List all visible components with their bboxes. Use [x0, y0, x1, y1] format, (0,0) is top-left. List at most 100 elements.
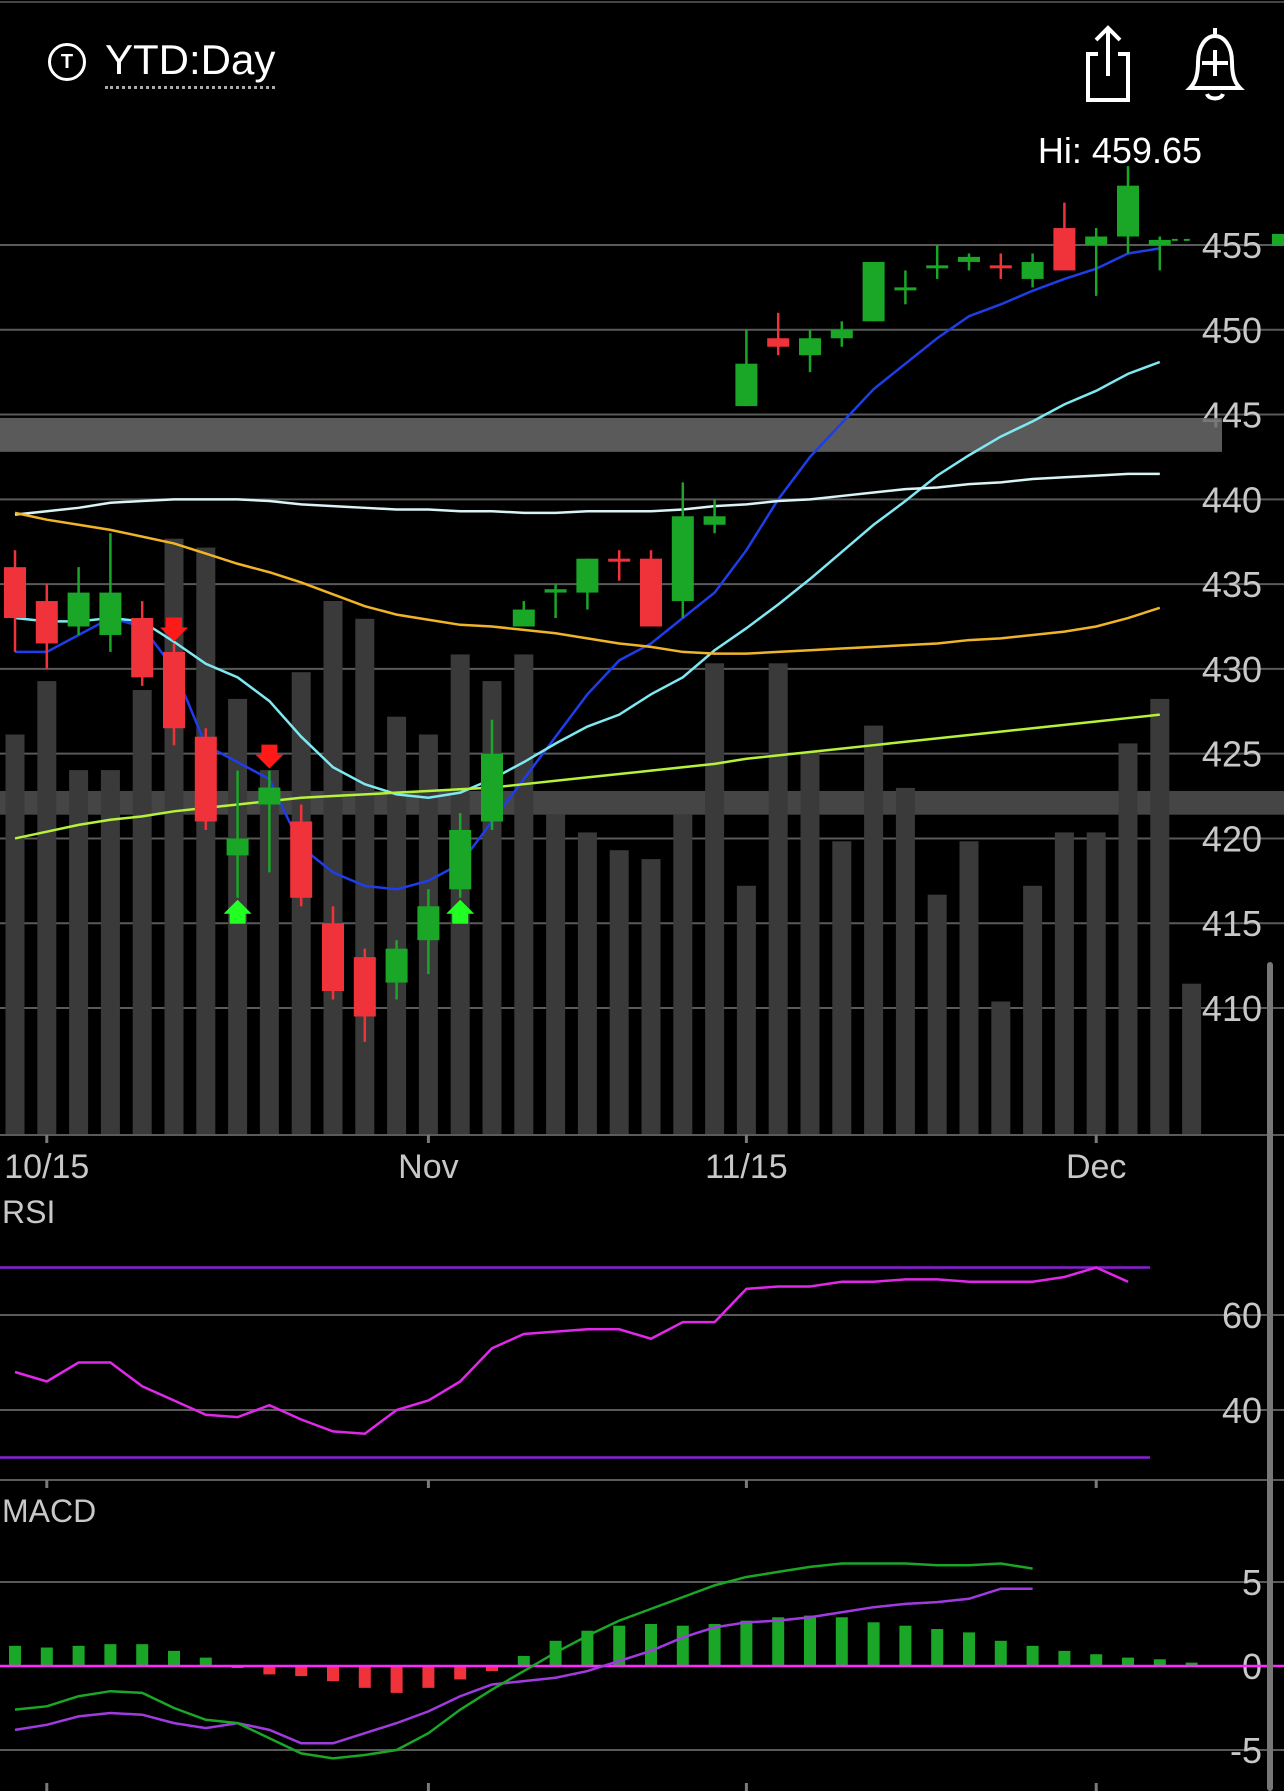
candle-body: [194, 736, 217, 822]
macd-histogram-bar: [1122, 1657, 1134, 1666]
candle: [926, 245, 949, 279]
share-icon[interactable]: [1078, 24, 1138, 104]
macd-histogram-bar: [708, 1624, 721, 1666]
candle: [131, 601, 154, 686]
volume-bar: [864, 725, 884, 1135]
candle-body: [958, 256, 980, 262]
candle-body: [608, 558, 631, 562]
candle: [703, 499, 726, 534]
x-tick-label: 10/15: [4, 1148, 89, 1186]
macd-histogram-bar: [645, 1624, 657, 1666]
y-tick-label: 410: [1202, 988, 1262, 1029]
candle: [1085, 228, 1108, 296]
volume-bar: [387, 716, 407, 1135]
macd-title: MACD: [2, 1493, 96, 1529]
candle-body: [353, 957, 376, 1017]
range-selector[interactable]: YTD:Day: [105, 36, 276, 89]
macd-histogram-bar: [168, 1650, 180, 1666]
candles: [4, 166, 1171, 1042]
macd-histogram-bar: [454, 1666, 467, 1680]
candle: [862, 261, 885, 322]
candle: [958, 253, 980, 271]
candle: [735, 329, 758, 407]
candle: [353, 948, 376, 1042]
candle: [194, 728, 217, 830]
candle-body: [989, 265, 1012, 269]
candle: [1148, 236, 1171, 271]
candle-body: [671, 516, 694, 602]
candle: [894, 270, 917, 305]
candle: [481, 719, 503, 830]
volume-bar: [323, 601, 343, 1135]
candle-body: [1148, 239, 1171, 245]
candle: [67, 567, 90, 635]
volume-bar: [832, 841, 852, 1135]
chart-header: T YTD:Day: [0, 0, 1284, 120]
volume-bar: [546, 814, 566, 1135]
macd-histogram-bar: [931, 1629, 944, 1666]
candle-body: [640, 558, 662, 627]
volume-bar: [927, 894, 947, 1135]
macd-histogram-bar: [327, 1666, 339, 1682]
macd-histogram-bar: [676, 1625, 689, 1666]
candle-body: [322, 923, 344, 992]
macd-histogram-bar: [1090, 1654, 1103, 1666]
candle-body: [544, 589, 567, 593]
volume-bar: [196, 547, 216, 1135]
scrollbar[interactable]: [1267, 962, 1273, 1791]
volume-bar: [1054, 832, 1074, 1135]
macd-histogram-bar: [804, 1615, 816, 1666]
candle-body: [767, 338, 790, 347]
candle-body: [1053, 228, 1076, 271]
candle-body: [894, 287, 917, 291]
y-tick-label: 425: [1202, 734, 1262, 775]
rsi-line: [14, 1266, 1129, 1436]
x-tick-label: 11/15: [705, 1148, 788, 1186]
candle: [226, 770, 249, 898]
candle: [1021, 253, 1044, 288]
volume-bar: [577, 832, 597, 1135]
moving-average-line: [14, 472, 1160, 516]
candle: [799, 329, 821, 373]
volume-bar: [609, 850, 629, 1135]
macd-signal-line: [14, 1587, 1033, 1745]
macd-histogram-bar: [9, 1645, 21, 1666]
macd-histogram-bar: [772, 1617, 785, 1666]
candle: [1117, 166, 1139, 254]
candle-body: [1021, 261, 1044, 279]
candle: [258, 770, 281, 873]
macd-histogram-bar: [295, 1666, 308, 1677]
candle: [35, 584, 58, 669]
y-tick-label: 430: [1202, 649, 1262, 690]
macd-histogram-bar: [40, 1647, 53, 1666]
bell-plus-icon[interactable]: [1182, 24, 1248, 104]
macd-histogram-bar: [199, 1657, 212, 1666]
candle-body: [226, 838, 249, 856]
candle-body: [799, 338, 821, 356]
volume-bar: [736, 885, 756, 1135]
candle-body: [449, 829, 472, 890]
macd-histogram-bar: [263, 1666, 276, 1675]
clock-t-icon[interactable]: T: [48, 43, 86, 81]
macd-histogram-bar: [422, 1666, 435, 1688]
macd-tick-label: -5: [1230, 1730, 1262, 1771]
candle: [385, 940, 408, 1000]
candle: [290, 804, 313, 907]
candle: [671, 482, 694, 619]
macd-histogram-bar: [72, 1645, 85, 1666]
candle-body: [1085, 236, 1108, 245]
candle-body: [830, 329, 853, 339]
macd-histogram-bar: [390, 1666, 403, 1693]
volume-bar: [514, 654, 534, 1135]
macd-line: [14, 1562, 1033, 1760]
candle-body: [417, 906, 440, 941]
macd-histogram-bar: [1185, 1662, 1198, 1666]
macd-histogram-bar: [104, 1644, 117, 1666]
candle-body: [1117, 185, 1139, 237]
volume-bar: [37, 681, 57, 1135]
rsi-tick-label: 40: [1222, 1390, 1262, 1431]
candle: [417, 889, 440, 975]
candle: [640, 550, 662, 627]
last-price-marker: [1272, 233, 1284, 246]
